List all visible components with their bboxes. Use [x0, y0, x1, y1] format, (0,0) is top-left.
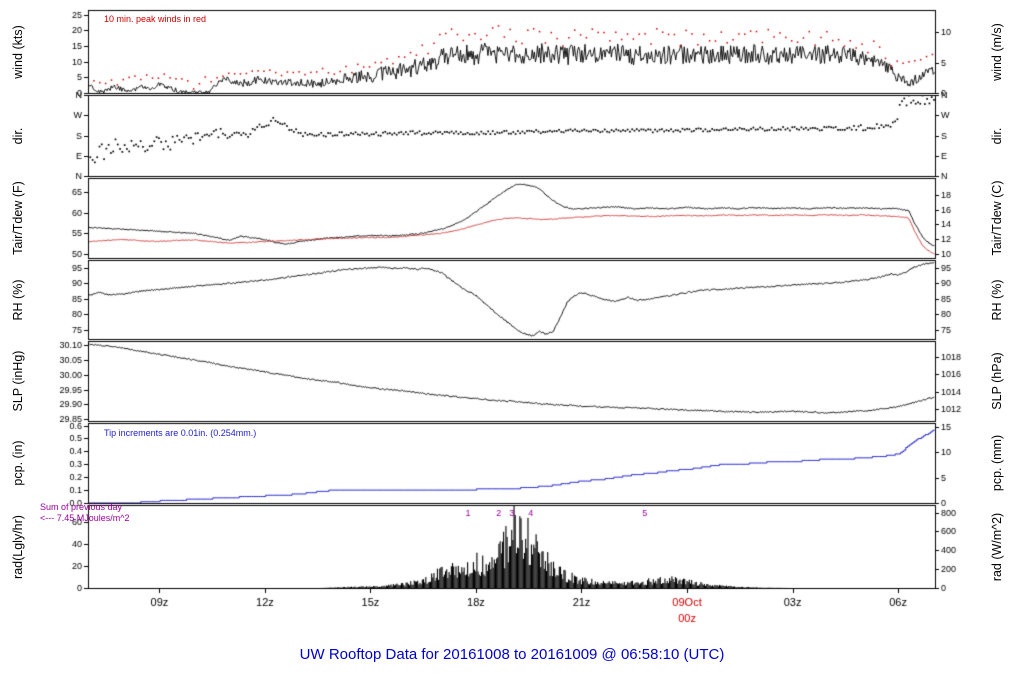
meteogram-canvas [0, 0, 1024, 700]
uw-rooftop-meteogram: 10 min. peak winds in red Tip increments… [0, 0, 1024, 700]
